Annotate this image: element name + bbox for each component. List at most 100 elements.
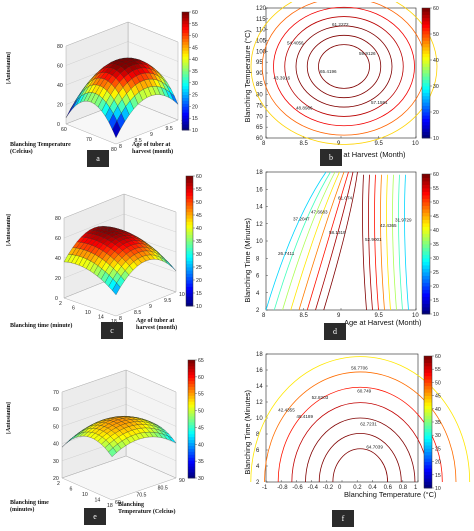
svg-a-colorbar-segment [182, 106, 189, 110]
svg-b-colorbar-segment [422, 99, 430, 103]
contour-label: 59.9126 [359, 51, 376, 56]
svg-d-colorbar-segment [422, 268, 430, 273]
svg-f-colorbar-segment [424, 481, 432, 486]
svg-c-colorbar-segment [186, 234, 193, 239]
svg-d-colorbar-segment [422, 233, 430, 238]
svg-a-colorbar-segment [182, 23, 189, 28]
svg-b-colorbar-segment [422, 14, 430, 19]
contour-line [282, 171, 397, 311]
panel-label-d: d [324, 323, 346, 340]
svg-b-colorbar-tick-label: 20 [433, 110, 439, 116]
svg-a-colorbar-segment [182, 47, 189, 51]
svg-b-colorbar-segment [422, 47, 430, 51]
svg-c-colorbar-segment [186, 283, 193, 287]
svg-e-colorbar-frame [187, 359, 196, 479]
svg-c-colorbar-segment [186, 237, 193, 242]
svg-c-colorbar-tick-label: 25 [196, 265, 202, 271]
svg-b-colorbar-segment [422, 17, 430, 22]
svg-c-colorbar-tick-label: 60 [196, 174, 202, 180]
svg-a-colorbar-segment [182, 14, 189, 19]
surface-patch [112, 120, 121, 139]
svg-b-colorbar-segment [422, 60, 430, 64]
svg-f-colorbar-segment [424, 415, 432, 420]
svg-d-colorbar-segment [422, 254, 430, 259]
svg-c-colorbar-segment [186, 195, 193, 200]
z-tick-label: 60 [57, 64, 63, 70]
y-tick-label: 9 [149, 304, 152, 310]
svg-b-colorbar-segment [422, 131, 430, 136]
svg-f-colorbar-segment [424, 412, 432, 416]
svg-c-colorbar-segment [186, 176, 193, 180]
svg-f-colorbar-segment [424, 359, 432, 363]
svg-e-colorbar-segment [188, 442, 195, 446]
svg-b-colorbar-tick-label: 10 [433, 136, 439, 142]
svg-c-colorbar-segment [186, 221, 193, 226]
svg-a-colorbar-tick-label: 10 [192, 128, 198, 134]
svg-b-colorbar-segment [422, 108, 430, 113]
svg-c-colorbar-segment [186, 302, 193, 307]
svg-c-colorbar-segment [186, 211, 193, 216]
panel-f: -1 -0.8 -0.6 -0.4 -0.2 0 0.2 0.4 0.6 0.8 1 2 4 6 8 10 12… [240, 350, 472, 530]
svg-b-colorbar-segment [422, 69, 430, 74]
contour-label: 48.8986 [296, 105, 313, 110]
svg-d-colorbar-tick-label: 25 [433, 270, 439, 276]
svg-f-colorbar-tick-label: 15 [435, 473, 441, 479]
svg-e-colorbar-segment [188, 419, 195, 423]
svg-b-colorbar-segment [422, 95, 430, 100]
svg-a-colorbar-segment [182, 91, 189, 95]
svg-b-colorbar-segment [422, 128, 430, 132]
contour-label: 62.7231 [360, 422, 377, 427]
svg-c-colorbar-segment [186, 257, 193, 261]
svg-f-colorbar-segment [424, 356, 432, 360]
plot-area [265, 353, 419, 483]
svg-e-colorbar-segment [188, 472, 195, 476]
svg-e-colorbar-segment [188, 380, 195, 384]
z-tick-label: 40 [57, 83, 63, 89]
z-tick-label: 20 [53, 476, 59, 482]
svg-c-colorbar-segment [186, 263, 193, 268]
svg-e-colorbar-segment [188, 360, 195, 364]
svg-f-colorbar-segment [424, 438, 432, 443]
svg-c-colorbar-segment [186, 267, 193, 271]
svg-b-colorbar-segment [422, 30, 430, 35]
svg-b-colorbar-segment [422, 92, 430, 97]
svg-b-colorbar-segment [422, 125, 430, 129]
x-tick-label: 14 [98, 315, 104, 321]
svg-a-colorbar-segment [182, 85, 189, 90]
contour-label: 58.1319 [329, 230, 346, 235]
z-tick-label: 60 [55, 236, 61, 242]
svg-d-colorbar-segment [422, 296, 430, 301]
svg-a-colorbar-segment [182, 29, 189, 34]
svg-c-colorbar-segment [186, 286, 193, 291]
svg-b-colorbar-segment [422, 43, 430, 48]
svg-f-colorbar-segment [424, 365, 432, 370]
ylabel-d: Blanching Time (Minutes) [243, 218, 252, 303]
x-tick-label: -0.8 [277, 485, 288, 491]
svg-f-colorbar-tick-label: 40 [435, 407, 441, 413]
contour-label: 42.4365 [380, 223, 397, 228]
svg-a-colorbar-tick-label: 35 [192, 69, 198, 75]
svg-f-colorbar-segment [424, 435, 432, 439]
svg-c-colorbar-segment [186, 289, 193, 294]
x-tick-label: 0.4 [368, 485, 377, 491]
svg-b-colorbar-segment [422, 118, 430, 123]
svg-e-colorbar-segment [188, 436, 195, 441]
svg-c-colorbar-segment [186, 299, 193, 304]
z-tick-label: 40 [55, 256, 61, 262]
contour-label: 56.7706 [351, 365, 368, 370]
svg-c-colorbar-segment [186, 273, 193, 278]
svg-f-colorbar-segment [424, 392, 432, 396]
contour-label: 65.4196 [320, 69, 337, 74]
svg-e-colorbar-segment [188, 457, 195, 461]
svg-e-colorbar-tick-label: 50 [198, 409, 204, 415]
svg-d-colorbar-segment [422, 202, 430, 206]
svg-b-colorbar-segment [422, 27, 430, 32]
svg-a-colorbar-tick-label: 60 [192, 10, 198, 16]
svg-b-colorbar-segment [422, 73, 430, 77]
svg-a-colorbar-segment [182, 68, 189, 72]
contour-label: 43.3916 [274, 76, 291, 81]
surface-patch [108, 447, 117, 457]
svg-e-colorbar-segment [188, 445, 195, 449]
z-tick-label: 20 [55, 276, 61, 282]
y-tick-label: 8.5 [135, 138, 142, 144]
